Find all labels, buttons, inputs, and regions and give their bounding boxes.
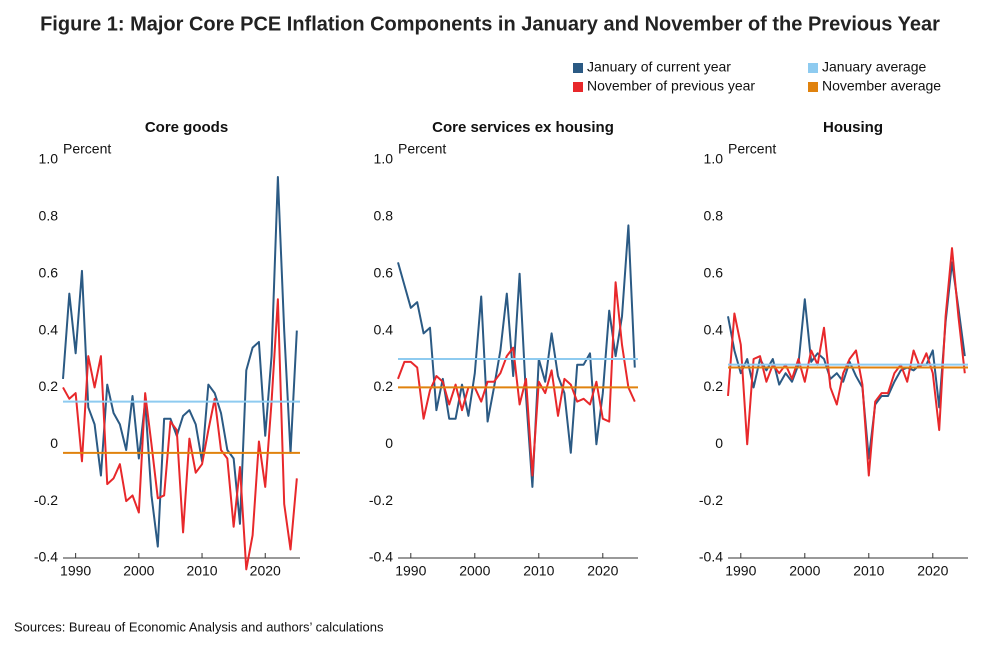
y-tick-label: 0 xyxy=(50,435,58,451)
x-tick-label: 2010 xyxy=(523,563,554,579)
y-tick-label: -0.4 xyxy=(699,549,723,565)
y-tick-label: 0.4 xyxy=(704,321,724,337)
x-tick-label: 2000 xyxy=(123,563,154,579)
y-tick-label: 0 xyxy=(385,435,393,451)
y-tick-label: -0.2 xyxy=(34,492,58,508)
y-tick-label: -0.4 xyxy=(369,549,393,565)
y-axis-label: Percent xyxy=(398,141,446,157)
legend-swatch xyxy=(808,63,818,73)
figure-title: Figure 1: Major Core PCE Inflation Compo… xyxy=(40,13,940,35)
y-tick-label: 0.2 xyxy=(39,378,59,394)
panel-title: Core services ex housing xyxy=(432,119,614,136)
x-tick-label: 2020 xyxy=(250,563,281,579)
y-tick-label: 1.0 xyxy=(374,151,394,167)
panel-title: Core goods xyxy=(145,119,228,136)
y-tick-label: 0.6 xyxy=(39,264,59,280)
legend-swatch xyxy=(808,82,818,92)
y-tick-label: 0.8 xyxy=(39,208,59,224)
legend-swatch xyxy=(573,63,583,73)
x-tick-label: 2020 xyxy=(917,563,948,579)
y-tick-label: 0.6 xyxy=(374,264,394,280)
y-tick-label: -0.2 xyxy=(369,492,393,508)
series-line xyxy=(727,247,966,477)
y-tick-label: -0.2 xyxy=(699,492,723,508)
x-tick-label: 1990 xyxy=(60,563,91,579)
y-axis-label: Percent xyxy=(728,141,776,157)
y-tick-label: 0.8 xyxy=(704,208,724,224)
x-tick-label: 2010 xyxy=(853,563,884,579)
x-tick-label: 1990 xyxy=(395,563,426,579)
x-tick-label: 1990 xyxy=(725,563,756,579)
legend-label: November average xyxy=(822,78,941,94)
series-line xyxy=(62,176,298,548)
y-tick-label: 0.2 xyxy=(374,378,394,394)
series-line xyxy=(62,298,298,571)
y-tick-label: -0.4 xyxy=(34,549,58,565)
x-tick-label: 2000 xyxy=(789,563,820,579)
y-tick-label: 0.4 xyxy=(374,321,394,337)
series-line xyxy=(397,281,636,477)
source-note: Sources: Bureau of Economic Analysis and… xyxy=(14,619,384,634)
y-tick-label: 1.0 xyxy=(39,151,59,167)
legend-label: November of previous year xyxy=(587,78,755,94)
series-line xyxy=(397,224,636,488)
y-tick-label: 0.6 xyxy=(704,264,724,280)
panel-title: Housing xyxy=(823,119,883,136)
y-tick-label: 0.4 xyxy=(39,321,59,337)
legend: January of current year November of previ… xyxy=(573,59,941,94)
legend-swatch xyxy=(573,82,583,92)
x-tick-label: 2020 xyxy=(587,563,618,579)
y-tick-label: 0.8 xyxy=(374,208,394,224)
legend-label: January average xyxy=(822,59,927,75)
x-tick-label: 2010 xyxy=(186,563,217,579)
y-tick-label: 0.2 xyxy=(704,378,724,394)
x-tick-label: 2000 xyxy=(459,563,490,579)
legend-label: January of current year xyxy=(587,59,731,75)
y-axis-label: Percent xyxy=(63,141,111,157)
y-tick-label: 0 xyxy=(715,435,723,451)
y-tick-label: 1.0 xyxy=(704,151,724,167)
